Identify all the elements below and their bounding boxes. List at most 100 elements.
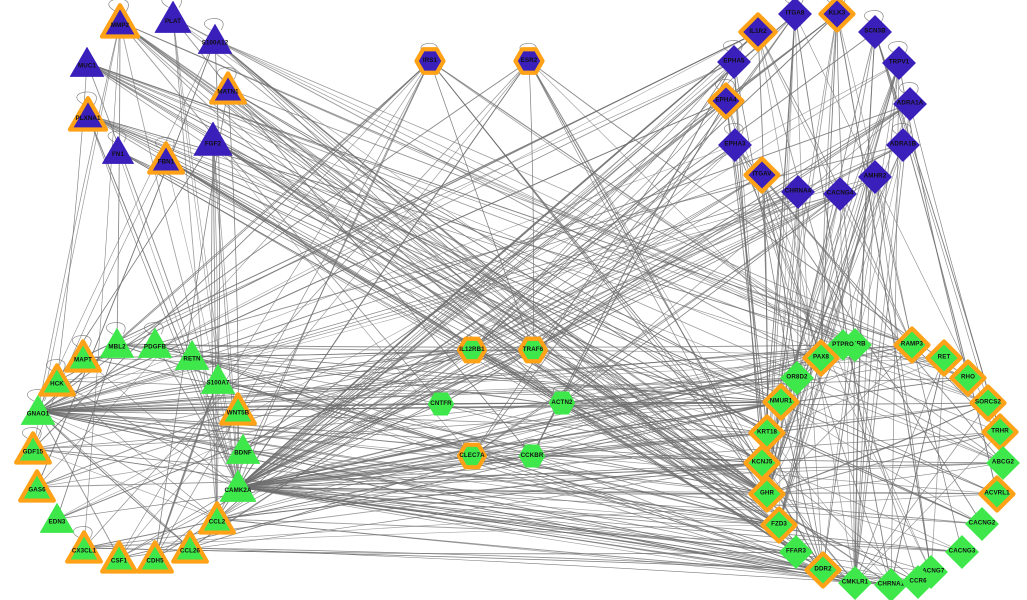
graph-node-ccl26[interactable]: CCL26: [170, 528, 211, 569]
graph-node-gnao1[interactable]: GNAO1: [18, 391, 59, 432]
graph-node-il12rb1[interactable]: IL12RB1: [456, 334, 488, 366]
graph-edge: [191, 355, 780, 526]
graph-edge: [32, 158, 167, 450]
node-shape-hexagon: [513, 47, 545, 75]
node-shape-triangle: [209, 71, 247, 105]
graph-node-klk3[interactable]: KLK3: [817, 0, 858, 34]
graph-node-csf1[interactable]: CSF1: [99, 538, 140, 579]
self-loop-edge: [217, 67, 237, 80]
graph-edge: [794, 13, 892, 586]
node-shape-triangle: [193, 121, 233, 156]
self-loop-edge: [76, 91, 97, 105]
graph-edge: [874, 176, 932, 573]
graph-edge: [761, 174, 822, 359]
graph-edge: [766, 176, 876, 495]
self-loop-edge: [724, 123, 744, 136]
graph-node-chrna4[interactable]: CHRNA4: [778, 172, 819, 213]
graph-node-cacng4[interactable]: CACNG4: [820, 174, 861, 215]
graph-node-esr2[interactable]: ESR2: [512, 44, 545, 77]
graph-node-fn1[interactable]: FN1: [99, 132, 137, 170]
graph-node-clec7a[interactable]: CLEC7A: [456, 440, 488, 472]
graph-edge: [214, 39, 768, 495]
graph-node-fgf2[interactable]: FGF2: [190, 117, 236, 163]
graph-node-gdf15[interactable]: GDF15: [13, 429, 54, 470]
node-shape-diamond: [707, 82, 745, 120]
graph-edge: [780, 401, 824, 571]
self-loop-edge: [723, 40, 743, 53]
graph-edge: [532, 13, 796, 351]
graph-node-cntfr[interactable]: CNTFR: [425, 388, 457, 420]
graph-node-irs1[interactable]: IRS1: [413, 44, 446, 77]
graph-node-s100a12[interactable]: S100A12: [195, 20, 236, 61]
node-shape-triangle: [65, 530, 103, 564]
graph-edge: [118, 60, 431, 559]
node-shape-triangle: [39, 503, 75, 533]
graph-edge: [874, 176, 963, 553]
graph-node-plat[interactable]: PLAT: [151, 0, 195, 40]
graph-node-wnt5b[interactable]: WNT5B: [218, 390, 259, 431]
graph-node-epha4[interactable]: EPHA4: [706, 81, 747, 122]
graph-edge: [532, 193, 841, 351]
graph-edge: [56, 343, 118, 520]
graph-edge: [237, 191, 799, 488]
self-loop-edge: [715, 79, 735, 92]
graph-node-ccr6[interactable]: CCR6: [898, 562, 939, 600]
graph-edge: [37, 410, 768, 434]
graph-edge: [237, 401, 782, 488]
graph-edge: [429, 60, 1004, 464]
graph-node-muc1[interactable]: MUC1: [67, 43, 108, 84]
graph-node-cdh5[interactable]: CDH5: [135, 538, 176, 579]
graph-edge: [822, 176, 876, 571]
graph-node-cmklr1[interactable]: CMKLR1: [835, 563, 876, 600]
graph-edge: [86, 62, 1004, 464]
graph-edge: [154, 60, 431, 559]
graph-node-plxna1[interactable]: PLXNA1: [66, 93, 110, 137]
graph-edge: [429, 60, 763, 464]
graph-edge: [119, 21, 768, 495]
graph-edge: [761, 462, 919, 583]
graph-edge: [56, 380, 218, 520]
graph-edge: [217, 379, 780, 526]
graph-edge: [471, 432, 768, 457]
graph-node-adra1a[interactable]: ADRA1A: [890, 84, 931, 125]
graph-node-itgav[interactable]: ITGAV: [742, 155, 783, 196]
node-shape-diamond: [827, 329, 859, 361]
graph-node-matn1[interactable]: MATN1: [208, 69, 249, 110]
node-shape-triangle: [99, 3, 141, 39]
graph-node-amhr2[interactable]: AMHR2: [855, 157, 896, 198]
graph-edge: [37, 410, 239, 488]
node-shape-triangle: [67, 96, 109, 132]
graph-edge: [820, 13, 838, 359]
self-loop-edge: [899, 82, 919, 95]
graph-node-itga8[interactable]: ITGA8: [775, 0, 816, 34]
node-shape-diamond: [901, 565, 935, 599]
graph-node-actn2[interactable]: ACTN2: [546, 387, 578, 419]
graph-node-epha5[interactable]: EPHA5: [714, 42, 755, 83]
graph-edge: [528, 60, 763, 464]
graph-edge: [471, 13, 796, 457]
graph-edge: [212, 139, 219, 520]
graph-edge: [32, 349, 473, 450]
graph-edge: [766, 402, 989, 495]
graph-node-fbn1[interactable]: FBN1: [146, 139, 187, 180]
graph-node-pdgfb[interactable]: PDGFB: [135, 324, 176, 365]
graph-edge: [37, 377, 798, 412]
graph-node-bdnf[interactable]: BDNF: [223, 430, 264, 471]
graph-node-mmp2[interactable]: MMP2: [98, 0, 142, 44]
graph-edge: [874, 31, 989, 404]
graph-node-traf6[interactable]: TRAF6: [517, 334, 549, 366]
graph-edge: [86, 62, 763, 464]
graph-edge: [216, 357, 822, 520]
graph-edge: [154, 343, 768, 434]
graph-edge: [82, 356, 768, 495]
graph-node-trpv1[interactable]: TRPV1: [879, 43, 920, 84]
graph-edge: [471, 176, 876, 457]
self-loop-edge: [73, 526, 93, 539]
graph-edge: [532, 349, 892, 586]
node-shape-diamond: [748, 475, 786, 513]
graph-node-cckbr[interactable]: CCKBR: [516, 440, 548, 472]
self-loop-edge: [892, 123, 912, 136]
node-shape-diamond: [925, 339, 963, 377]
self-loop-edge: [864, 10, 884, 23]
